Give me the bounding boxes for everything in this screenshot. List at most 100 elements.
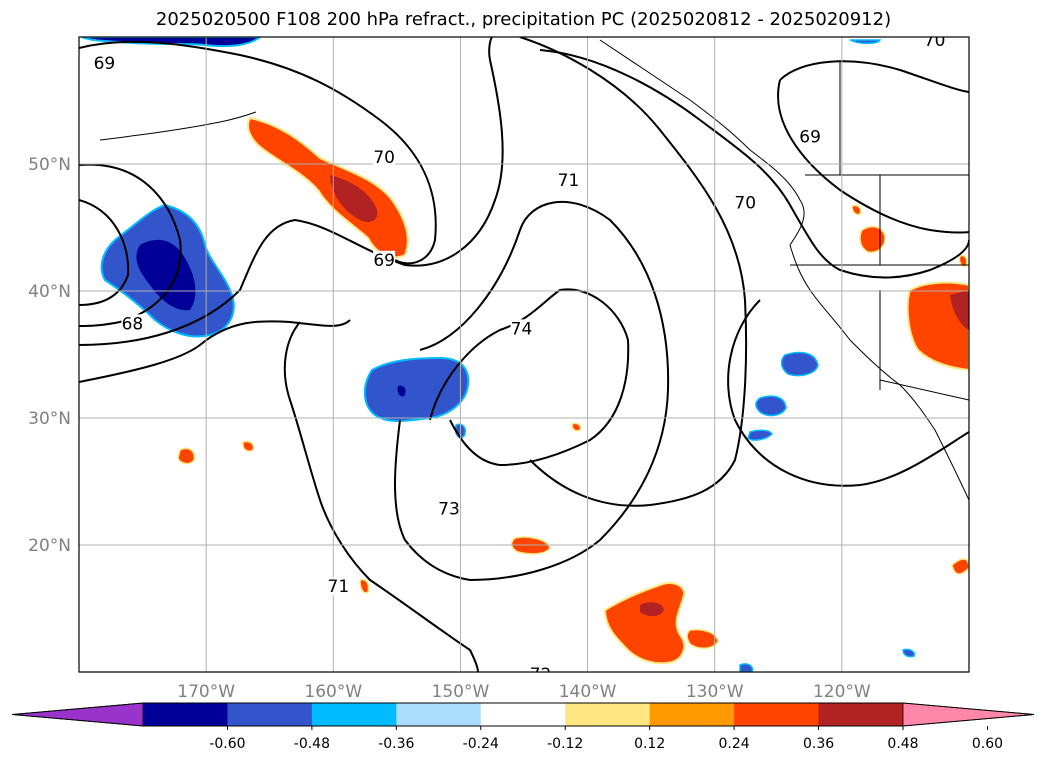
coastlines (99, 39, 969, 501)
colorbar-tick-label: -0.48 (294, 736, 330, 752)
contour-label: 71 (558, 171, 580, 191)
precip-strong-negative-area (397, 385, 406, 397)
precip-negative-area (755, 395, 787, 417)
colorbar-segment (227, 703, 313, 726)
lat-tick-label: 30°N (28, 409, 71, 429)
contour-line (727, 299, 969, 487)
precip-strong-area (640, 602, 664, 617)
contour-label-bg (529, 664, 552, 672)
precip-positive-area (177, 447, 196, 465)
contour-line (539, 49, 969, 279)
colorbar-segment (649, 703, 735, 726)
contour-line (79, 40, 437, 265)
contour-line (79, 199, 130, 306)
coastline (599, 39, 969, 501)
contour-label-bg (93, 53, 116, 72)
precip-negative-area (780, 351, 819, 377)
contour-label-bg (734, 193, 757, 212)
precip-positive-area (958, 254, 968, 268)
contour-label-bg (510, 319, 533, 338)
precip-positive-area (571, 422, 582, 432)
lon-tick-label: 130°W (686, 682, 744, 702)
contour-label: 71 (328, 577, 350, 597)
colorbar-segment (143, 703, 228, 726)
colorbar-segment (396, 703, 482, 726)
contour-line (283, 321, 479, 672)
contour-line (519, 37, 748, 507)
colorbar-tick-label: -0.60 (209, 736, 245, 752)
contour-line (779, 60, 969, 93)
colorbar-segment (818, 703, 904, 726)
precip-positive-area (951, 558, 969, 575)
contour-label: 69 (799, 128, 821, 148)
precip-positive-area (603, 582, 686, 665)
precip-positive-area (859, 225, 886, 254)
precip-strong-area (330, 175, 378, 223)
colorbar-segment (480, 703, 566, 726)
precip-positive-area (851, 204, 862, 216)
precip-positive-area (242, 440, 255, 452)
contour-label-bg (373, 250, 396, 269)
contour-line (79, 163, 182, 327)
colorbar-tick-label: 0.12 (634, 736, 665, 752)
colorbar-tick-label: 0.48 (887, 736, 918, 752)
precip-negative-area (849, 39, 882, 45)
contour-label-bg (437, 499, 460, 518)
map-frame (78, 36, 970, 673)
colorbar-tick-label: -0.12 (547, 736, 583, 752)
lon-tick-label: 120°W (813, 682, 871, 702)
lon-tick-label: 140°W (559, 682, 617, 702)
contour-line (394, 200, 670, 582)
contour-label-bg (121, 314, 144, 333)
lat-tick-label: 20°N (28, 536, 71, 556)
colorbar-tick-label: 0.24 (719, 736, 750, 752)
contour-label: 69 (94, 54, 116, 74)
contour-label: 73 (438, 500, 460, 520)
lat-tick-label: 40°N (28, 282, 71, 302)
lon-tick-label: 170°W (177, 682, 235, 702)
lon-tick-label: 160°W (304, 682, 362, 702)
map-title: 2025020500 F108 200 hPa refract., precip… (155, 9, 892, 30)
state-border (879, 379, 969, 401)
lat-tick-label: 50°N (28, 155, 71, 175)
contour-label-bg (557, 170, 580, 189)
contour-label: 70 (924, 31, 946, 51)
contour-label-bg (373, 147, 396, 166)
colorbar-segment (311, 703, 397, 726)
precipitation-shading (81, 37, 969, 672)
island-chain (99, 111, 257, 141)
colorbar-extend-high (902, 702, 1035, 727)
contour-label-bg (799, 127, 822, 146)
colorbar-labels: -0.60 -0.48 -0.36 -0.24 -0.12 0.12 0.24 0.36 0.4… (209, 726, 1003, 752)
precip-strong-area (950, 290, 969, 330)
contour-line (429, 288, 630, 467)
colorbar-segment (565, 703, 651, 726)
contour-label: 72 (530, 665, 552, 685)
map-grid (79, 37, 969, 672)
lon-tick-label: 150°W (432, 682, 490, 702)
contour-labels: 69 70 69 68 71 69 70 70 74 73 71 72 (93, 31, 946, 685)
contour-line (777, 79, 969, 234)
latitude-labels: 20°N 30°N 40°N 50°N (28, 155, 71, 556)
contour-line (79, 319, 351, 383)
colorbar-outline (11, 702, 1035, 727)
colorbar-tick-label: -0.36 (378, 736, 414, 752)
precip-negative-area (902, 648, 916, 658)
contour-label: 74 (511, 319, 533, 339)
contour-label: 69 (373, 251, 395, 271)
contour-label-bg (923, 37, 946, 50)
contour-label: 70 (734, 194, 756, 214)
precip-negative-area (747, 429, 773, 441)
colorbar-tick-label: -0.24 (463, 736, 499, 752)
colorbar-segment (734, 703, 820, 726)
precip-positive-area (359, 578, 370, 594)
precip-negative-area (363, 356, 470, 422)
longitude-labels: 170°W 160°W 150°W 140°W 130°W 120°W (177, 682, 871, 702)
contour-label: 68 (122, 314, 144, 334)
colorbar (11, 702, 1035, 727)
colorbar-tick-label: 0.36 (803, 736, 834, 752)
precip-negative-area (739, 663, 754, 672)
precip-positive-area (686, 628, 719, 649)
map-background (79, 37, 969, 672)
